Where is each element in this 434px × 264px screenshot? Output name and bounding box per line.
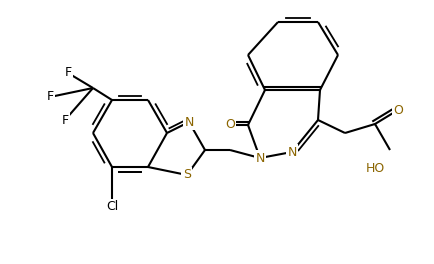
- Text: N: N: [286, 145, 296, 158]
- Text: N: N: [255, 152, 264, 164]
- Text: F: F: [61, 114, 69, 126]
- Text: F: F: [46, 91, 53, 103]
- Text: Cl: Cl: [105, 200, 118, 214]
- Text: F: F: [64, 67, 72, 79]
- Text: O: O: [224, 119, 234, 131]
- Text: S: S: [183, 168, 191, 182]
- Text: N: N: [184, 116, 193, 129]
- Text: O: O: [392, 103, 402, 116]
- Text: HO: HO: [365, 162, 384, 175]
